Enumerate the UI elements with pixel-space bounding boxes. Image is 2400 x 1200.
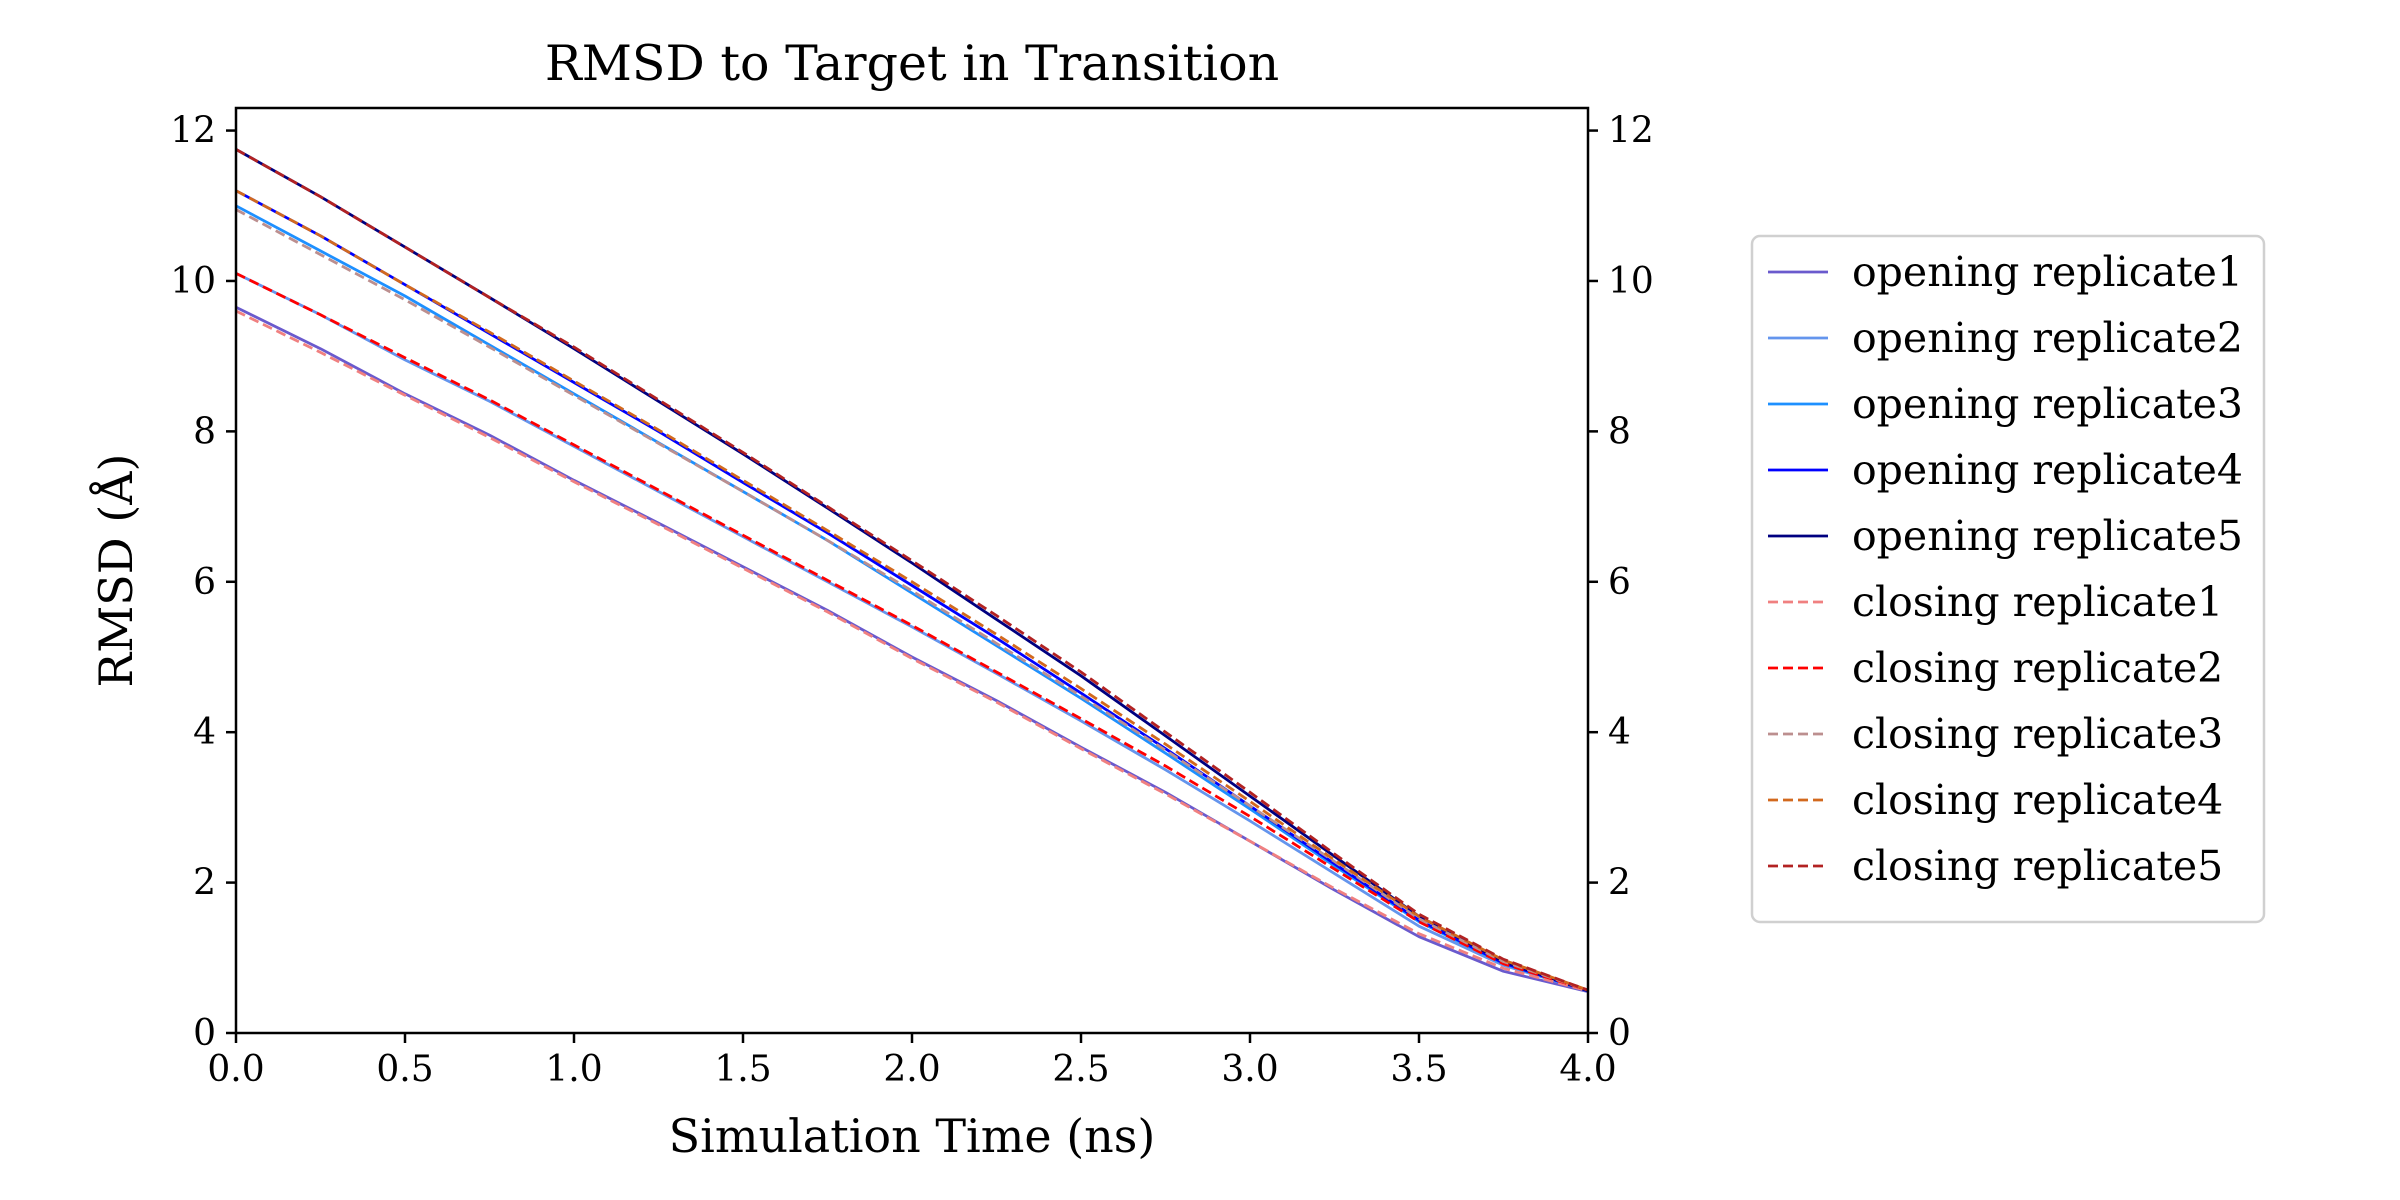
legend-entry: closing replicate1 [1852, 578, 2223, 626]
right-tick-label: 12 [1608, 111, 1654, 152]
right-tick-label: 6 [1608, 562, 1631, 603]
legend-entry: closing replicate5 [1852, 842, 2223, 890]
right-tick-label: 4 [1608, 712, 1631, 753]
legend-entry: closing replicate2 [1852, 644, 2223, 692]
legend-entry: opening replicate1 [1852, 248, 2243, 296]
plot-frame [234, 106, 1590, 1035]
chart-title: RMSD to Target in Transition [545, 35, 1279, 92]
right-tick-label: 10 [1608, 261, 1654, 302]
right-tick-label: 2 [1608, 863, 1631, 904]
series-line-opening-replicate4 [235, 189, 1589, 993]
right-tick-label: 0 [1608, 1013, 1631, 1054]
x-tick-label: 1.5 [714, 1049, 771, 1090]
x-tick-label: 0.0 [207, 1049, 264, 1090]
x-axis-label: Simulation Time (ns) [669, 1109, 1156, 1163]
series-line-opening-replicate2 [235, 272, 1589, 993]
y-tick-label: 6 [193, 562, 216, 603]
x-tick-label: 3.0 [1221, 1049, 1278, 1090]
series-line-closing-replicate4 [235, 189, 1589, 992]
x-tick-label: 0.5 [376, 1049, 433, 1090]
x-tick-label: 1.0 [545, 1049, 602, 1090]
y-tick-label: 2 [193, 863, 216, 904]
legend-entry: closing replicate3 [1852, 710, 2223, 758]
legend: opening replicate1 opening replicate2 open… [1750, 234, 2266, 924]
y-tick-label: 8 [193, 411, 216, 452]
series-line-closing-replicate2 [235, 272, 1589, 992]
legend-entry: opening replicate4 [1852, 446, 2243, 494]
x-tick-label: 3.5 [1390, 1049, 1447, 1090]
x-tick-label: 2.0 [883, 1049, 940, 1090]
plot-area [235, 148, 1589, 993]
y-tick-label: 4 [193, 712, 216, 753]
x-tick-label: 2.5 [1052, 1049, 1109, 1090]
x-tick-label: 4.0 [1559, 1049, 1616, 1090]
right-tick-label: 8 [1608, 411, 1631, 452]
y-tick-label: 10 [170, 261, 216, 302]
series-line-closing-replicate3 [235, 208, 1589, 992]
series-line-closing-replicate5 [235, 148, 1589, 992]
legend-entry: closing replicate4 [1852, 776, 2223, 824]
legend-entry: opening replicate3 [1852, 380, 2243, 428]
axis-ticks: 0.0 0.5 1.0 1.5 2.0 2.5 3.0 3.5 4.00 02 24 46 68 810 1… [170, 111, 1654, 1090]
y-tick-label: 0 [193, 1013, 216, 1054]
y-tick-label: 12 [170, 111, 216, 152]
y-axis-label: RMSD (Å) [88, 454, 143, 688]
legend-entry: opening replicate5 [1852, 512, 2243, 560]
series-line-opening-replicate3 [235, 204, 1589, 993]
series-line-opening-replicate5 [235, 148, 1589, 993]
legend-box [1750, 234, 2266, 924]
legend-entry: opening replicate2 [1852, 314, 2243, 362]
